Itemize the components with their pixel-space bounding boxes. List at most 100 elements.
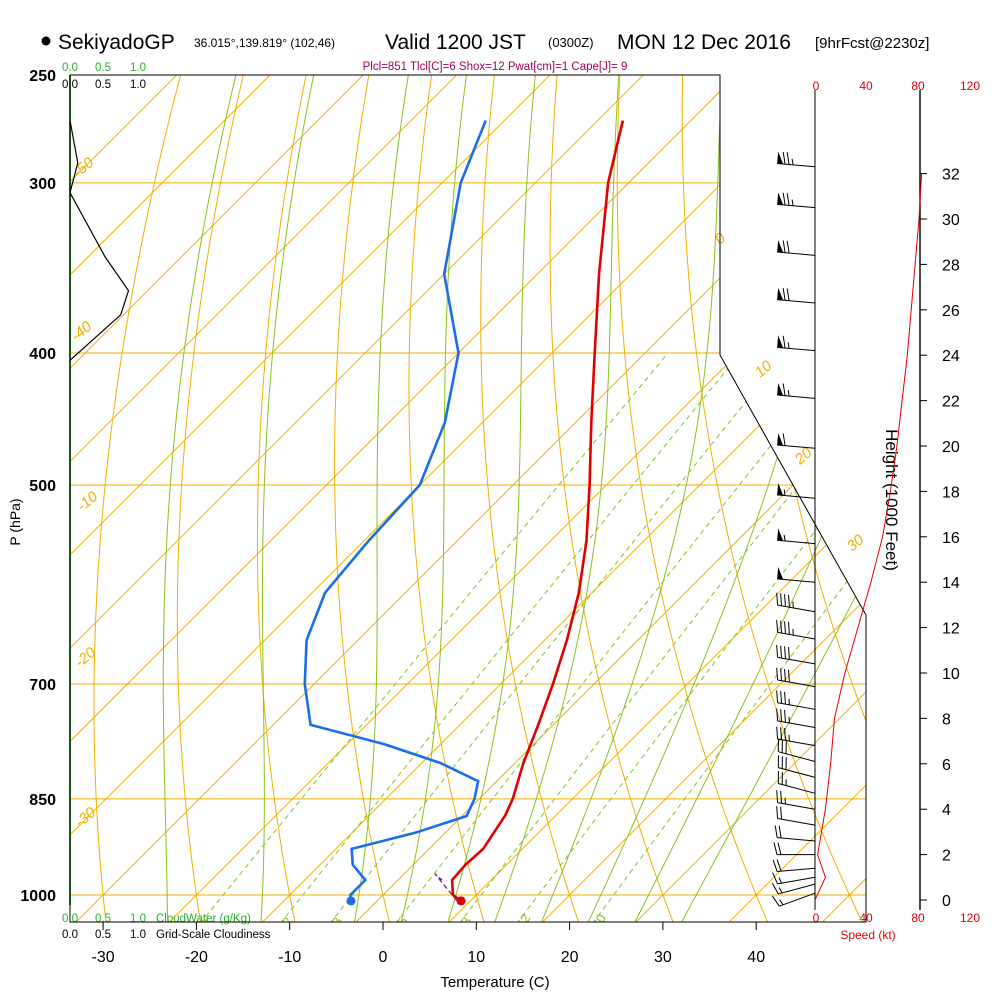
pressure-tick-label: 300 [29,176,56,193]
wind-barb-shaft [777,444,816,449]
wind-barb-icon [777,739,816,763]
wind-speed-label: Speed (kt) [840,928,895,942]
wind-barb-shaft [777,738,816,747]
cloudiness-tick: 0.0 [62,929,78,941]
valid-date: MON 12 Dec 2016 [617,31,791,54]
moist-adiabat-line [586,75,847,922]
wind-barb-shaft [778,883,816,895]
stability-indices: Plcl=851 Tlcl[C]=6 Shox=12 Pwat[cm]=1 Ca… [363,61,628,73]
cloudiness-tick: 1.0 [130,79,146,91]
wind-barb-shaft [778,767,816,778]
isotherm-label: 0 [712,229,730,248]
wind-barb-shaft [777,162,816,168]
wind-barb-icon [776,592,816,613]
wind-barb-icon [777,528,816,545]
wind-barb-flag [784,669,786,682]
wind-barb-flag [784,646,786,659]
wind-barb-shaft [777,656,816,665]
wind-barb-icon [777,433,816,449]
dry-adiabat-line [681,75,864,922]
wind-barb-shaft [777,539,816,545]
wind-barb-halfflag [778,877,782,884]
wind-barb-shaft [777,802,816,810]
wind-barb-flag [772,872,779,885]
isotherm-line [70,75,668,922]
wind-barb-flag [786,240,790,254]
y-axis-title: P (hPa) [7,498,23,545]
wind-barb-icon [771,882,816,895]
wind-barb-icon [776,708,816,728]
wind-barb-flag [788,594,790,608]
wind-barb-flag [771,882,779,895]
wind-barb-flag [782,383,786,396]
height-tick-label: 22 [942,394,960,411]
wind-barb-icon [772,859,816,873]
wind-barb-flag [780,806,783,820]
wind-barb-flag [776,667,779,681]
wind-barb-flag [786,193,790,206]
wind-speed-tick: 80 [911,911,925,925]
wind-barb-pennant [777,192,784,205]
temperature-tick-label: 0 [379,949,388,966]
cloudwater-scale-top: 0.0 0.5 1.0 0.0 0.5 1.0 [62,62,146,91]
isotherm-line [73,75,866,922]
height-tick-label: 18 [942,484,960,501]
height-tick-label: 2 [942,848,951,865]
temperature-tick-label: 30 [654,949,672,966]
temperature-tick-label: 10 [467,949,485,966]
wind-barb-shaft [777,876,816,885]
dry-adiabat-line [334,75,391,922]
wind-barb-halfflag [791,158,794,165]
height-tick-label: 30 [942,212,960,229]
wind-speed-tick: 0 [813,911,820,925]
wind-barb-flag [776,806,779,819]
wind-barb-pennant [777,151,784,165]
wind-barb-icon [771,892,816,907]
mixing-ratio-label: 1 [199,914,216,928]
wind-speed-tick: 120 [960,911,980,925]
moist-adiabat-line [260,75,315,922]
sounding-profiles [69,75,625,906]
mixing-ratio-label: 8 [458,914,475,928]
isotherm-line [70,75,388,922]
parcel-path [434,873,458,902]
wind-barb-flag [776,690,779,703]
temperature-tick-label: -10 [278,949,301,966]
wind-barb-shaft [777,631,816,640]
mixing-ratio-line [394,352,845,922]
mixing-ratio-label: 20 [589,911,609,931]
wind-barb-flag [782,288,786,301]
wind-barb-shaft [777,702,816,710]
height-tick-label: 4 [942,802,951,819]
isotherm-line [70,75,482,922]
cloudwater-tick: 1.0 [130,62,146,74]
wind-barb-flag [780,691,783,704]
cloudwater-tick: 1.0 [130,913,146,925]
wind-barb-flag [776,708,779,721]
station-name: SekiyadoGP [58,31,175,54]
moist-adiabat-line [162,75,237,922]
pressure-tick-label: 400 [29,346,56,363]
wind-speed-tick: 120 [960,79,980,93]
dewpoint-profile [303,120,487,902]
wind-barb-flag [788,622,790,635]
isotherm-label: -30 [72,804,100,831]
wind-barb-halfflag [787,389,790,397]
mixing-ratio-line [458,352,866,922]
isotherm-line [447,75,866,922]
mixing-ratio-line [329,352,786,922]
wind-barb-shaft [779,892,816,907]
wind-barb-flag [784,691,786,705]
pressure-tick-label: 850 [29,792,56,809]
wind-barb-shaft [777,203,816,209]
wind-barb-pennant [777,528,784,541]
wind-barb-flag [776,726,779,740]
isotherm-line [540,75,866,922]
wind-barb-pennant [777,287,784,301]
wind-barb-shaft [777,578,816,583]
mixing-ratio-line [516,352,866,922]
mixing-ratio-label: 3 [329,914,346,928]
wind-barb-shaft [778,782,816,794]
